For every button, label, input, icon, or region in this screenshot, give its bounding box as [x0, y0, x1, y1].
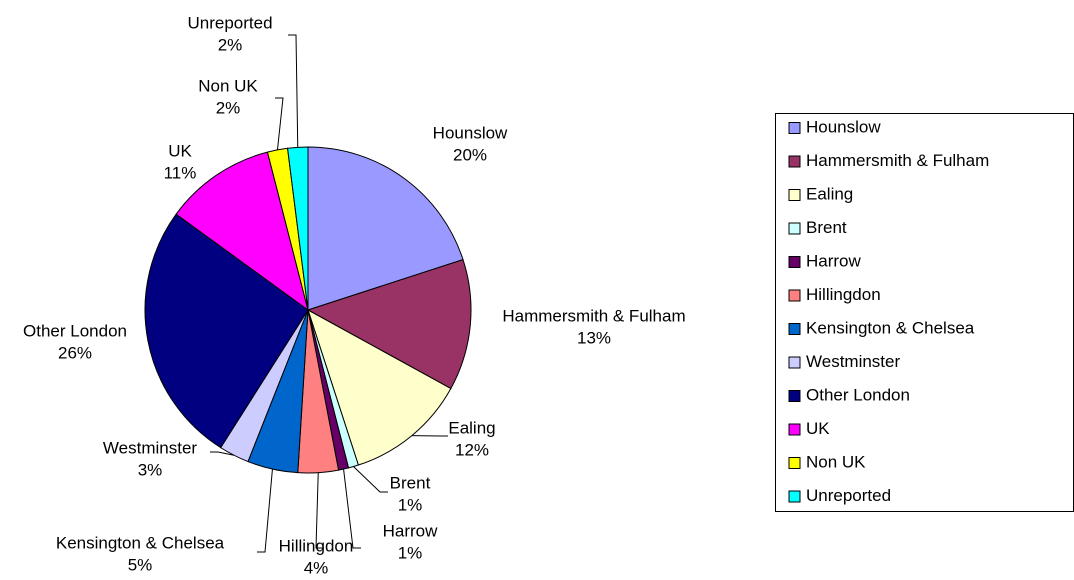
slice-label: Ealing [448, 418, 495, 437]
legend-box [775, 113, 1074, 512]
leader-line [275, 97, 284, 150]
legend-label: Hillingdon [806, 285, 881, 304]
legend-label: Hounslow [806, 117, 881, 136]
legend-swatch [788, 256, 801, 268]
legend-swatch [788, 457, 801, 469]
slice-value-label: 2% [216, 98, 241, 117]
legend-label: Westminster [806, 352, 900, 371]
leader-line [257, 469, 273, 553]
legend-swatch [788, 390, 801, 402]
legend-label: Ealing [806, 184, 853, 203]
legend-label: Kensington & Chelsea [806, 318, 975, 337]
slice-value-label: 20% [453, 145, 487, 164]
slice-label: Brent [390, 473, 431, 492]
legend-swatch [788, 356, 801, 369]
legend-swatch [788, 189, 801, 201]
slice-value-label: 1% [398, 543, 423, 562]
slice-label: UK [168, 141, 192, 160]
slice-value-label: 3% [138, 460, 163, 479]
legend-swatch [788, 323, 801, 335]
slice-label: Other London [23, 321, 127, 340]
pie-slice [306, 258, 472, 390]
legend-label: Harrow [806, 251, 862, 270]
pie-slice [307, 146, 464, 311]
legend-swatch [788, 155, 801, 168]
slice-value-label: 12% [455, 440, 489, 459]
legend-swatch [788, 289, 801, 302]
leader-line [315, 472, 324, 549]
legend-label: UK [806, 419, 830, 438]
slice-label: Hounslow [433, 123, 508, 142]
slice-label: Harrow [383, 521, 439, 540]
slice-label: Unreported [187, 13, 272, 32]
leader-line [343, 469, 361, 549]
slice-value-label: 11% [164, 163, 197, 182]
pie-slice [144, 213, 309, 449]
legend-swatch [788, 490, 801, 503]
legend-label: Non UK [806, 452, 866, 471]
slice-value-label: 1% [398, 495, 423, 514]
slice-label: Hammersmith & Fulham [502, 306, 685, 325]
slice-value-label: 26% [58, 343, 92, 362]
slice-label: Kensington & Chelsea [56, 533, 225, 552]
slice-label: Non UK [198, 76, 258, 95]
legend-swatch [788, 122, 801, 134]
legend-label: Unreported [806, 486, 891, 505]
slice-value-label: 5% [128, 555, 153, 574]
leader-line [353, 466, 388, 493]
slice-value-label: 2% [218, 35, 243, 54]
leader-line [288, 34, 299, 148]
leader-line [210, 451, 235, 456]
slice-value-label: 4% [304, 558, 329, 577]
legend-swatch [788, 423, 801, 436]
slice-label: Westminster [103, 438, 197, 457]
slice-value-label: 13% [577, 328, 611, 347]
pie-slice [175, 151, 309, 312]
legend-label: Other London [806, 385, 910, 404]
legend-swatch [788, 222, 801, 235]
legend-label: Brent [806, 218, 847, 237]
legend-label: Hammersmith & Fulham [806, 151, 989, 170]
slice-label: Hillingdon [279, 536, 354, 555]
